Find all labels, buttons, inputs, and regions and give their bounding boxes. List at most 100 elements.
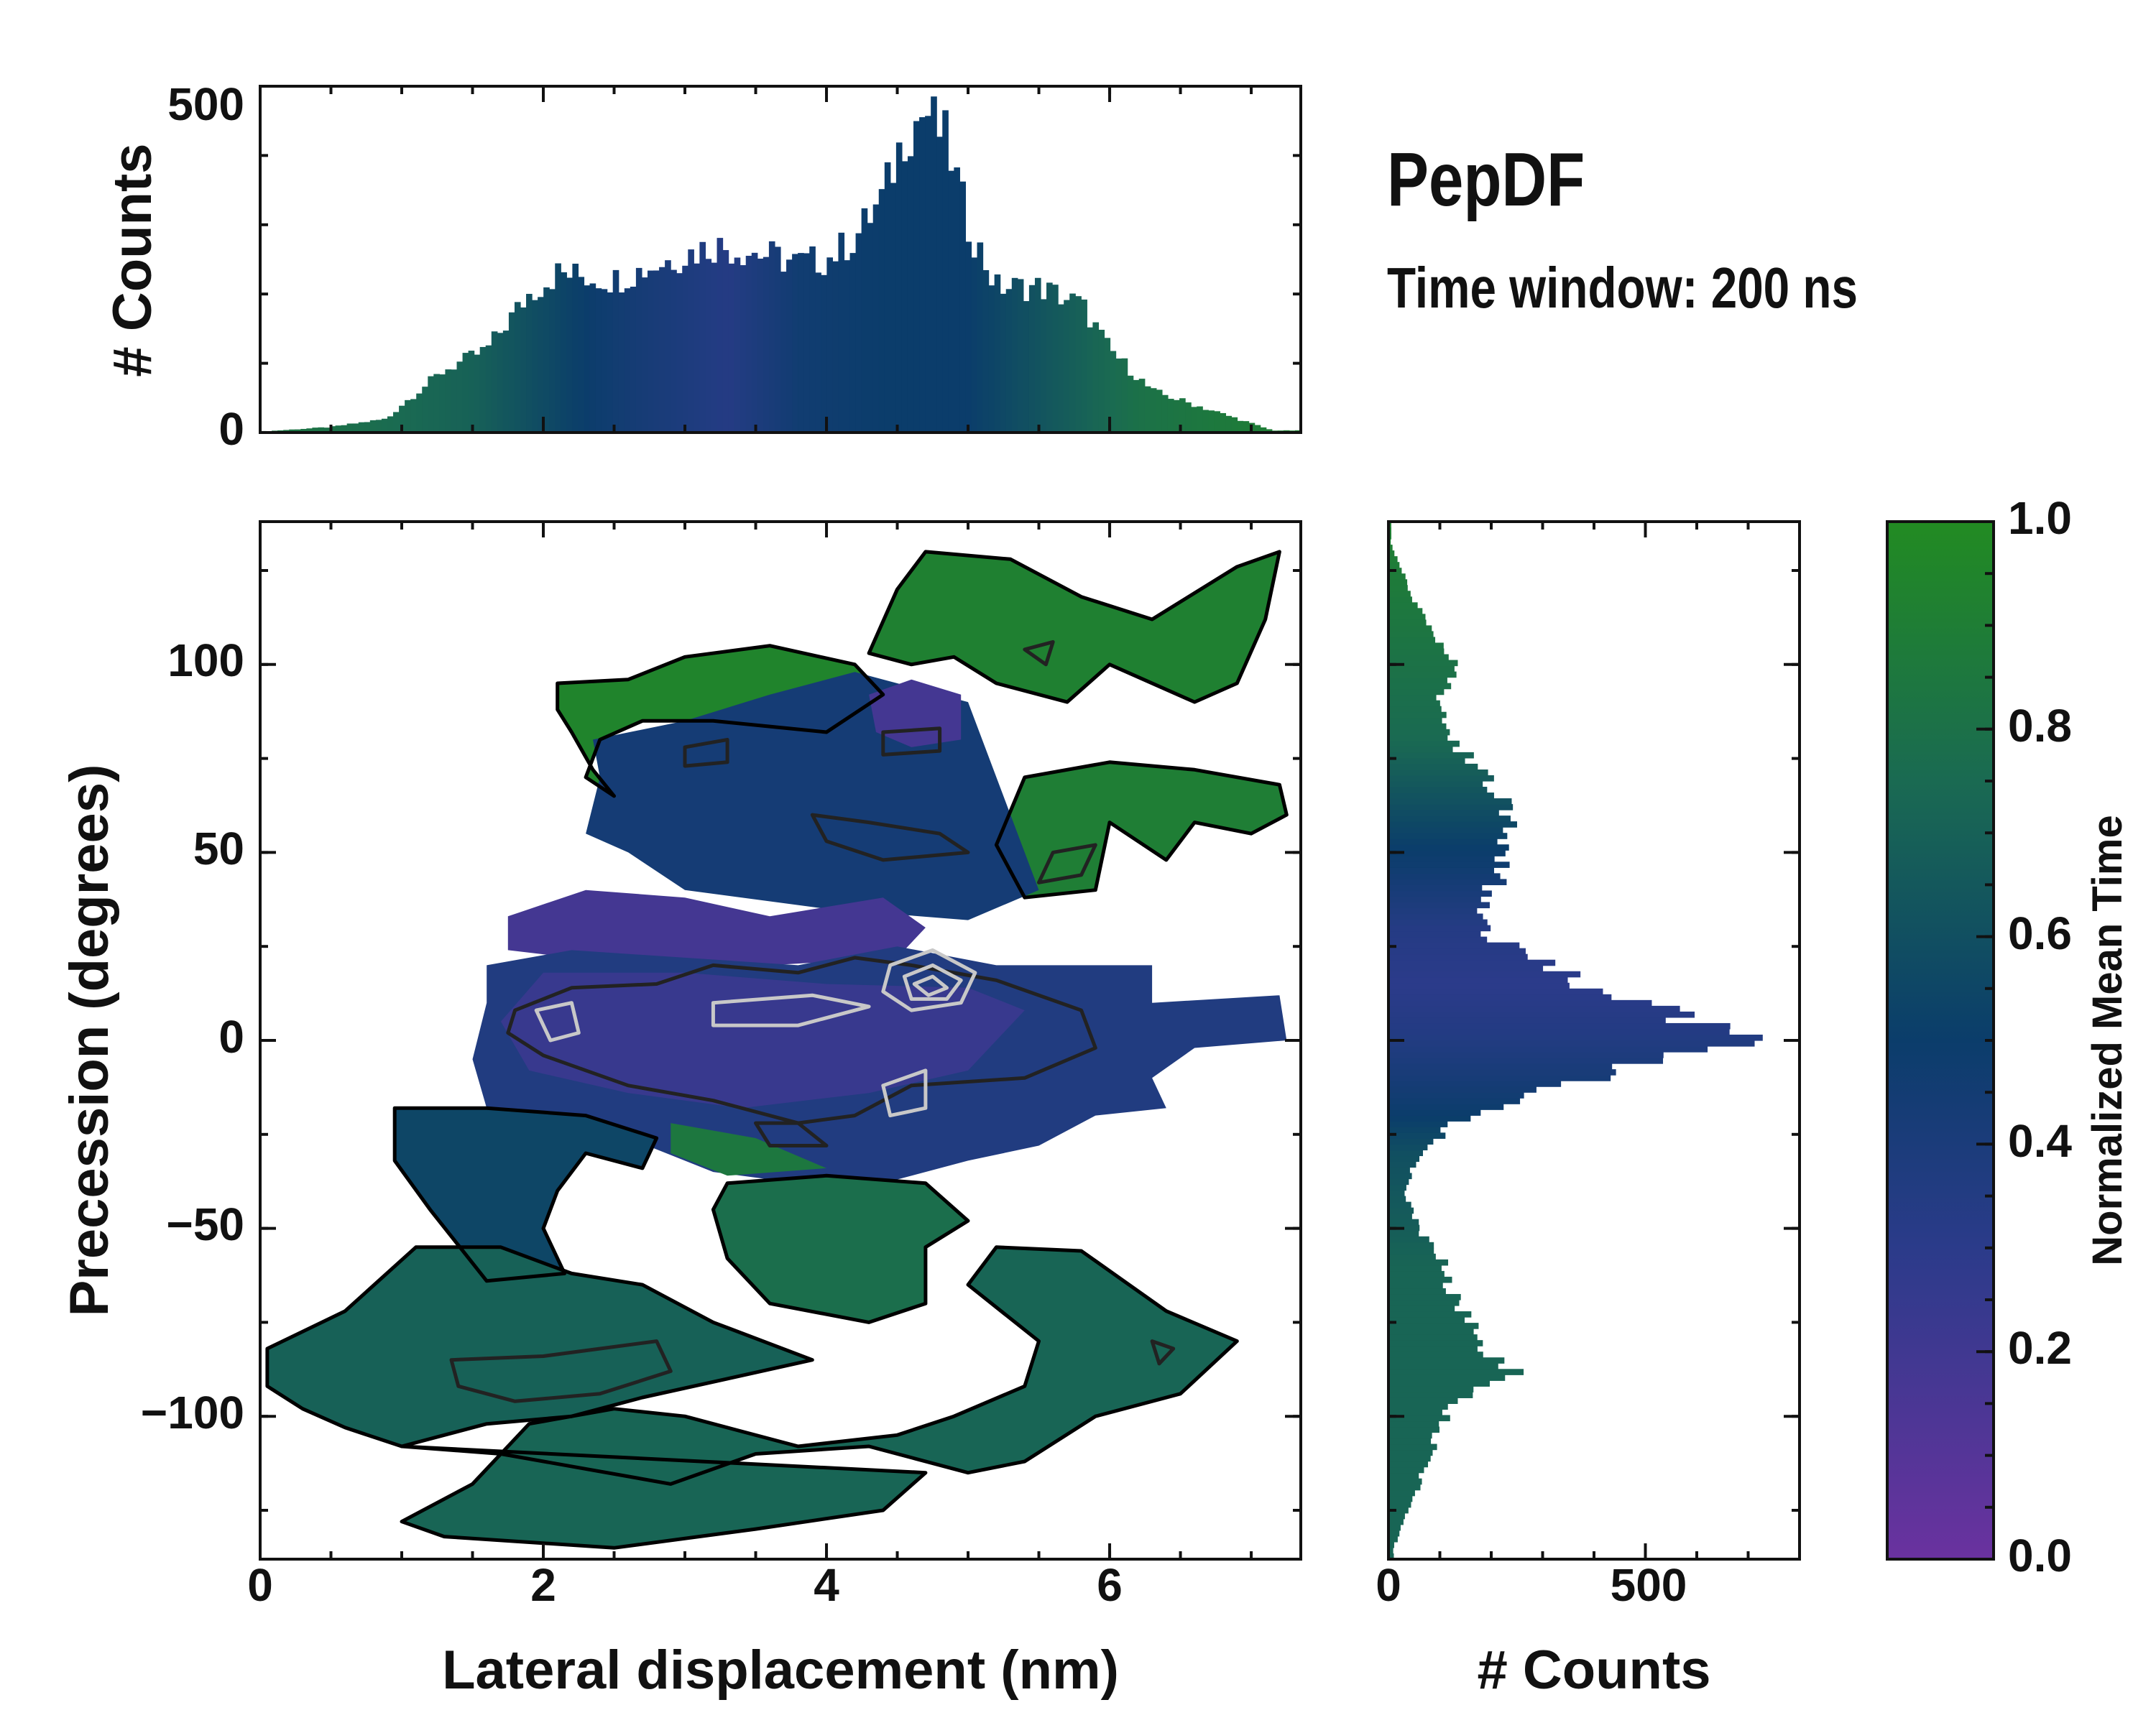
top-histogram-bar bbox=[1011, 277, 1018, 433]
right-histogram-bar bbox=[1388, 844, 1509, 851]
figure-title: PepDF bbox=[1387, 137, 1585, 222]
ytick-label: −100 bbox=[141, 1387, 244, 1438]
right-histogram-bar bbox=[1388, 723, 1447, 730]
top-histogram-bar bbox=[589, 283, 596, 433]
right-histogram-bar bbox=[1388, 591, 1411, 597]
top-histogram-bar bbox=[1110, 351, 1117, 433]
density-contour bbox=[683, 737, 729, 768]
right-histogram-bar bbox=[1388, 873, 1501, 879]
right-histogram-bar bbox=[1388, 1086, 1537, 1093]
right-histogram-bar bbox=[1388, 1063, 1613, 1070]
top-histogram-bar bbox=[335, 425, 342, 433]
density-contour bbox=[449, 1339, 673, 1403]
right-histogram-bar bbox=[1388, 1443, 1437, 1451]
top-histogram-bar bbox=[901, 161, 908, 433]
right-histogram-bar bbox=[1388, 787, 1488, 793]
density-contours bbox=[449, 639, 1176, 1403]
right-histogram-bar bbox=[1388, 1190, 1405, 1197]
right-histogram-bar bbox=[1388, 1317, 1465, 1323]
top-histogram-bar bbox=[549, 289, 556, 433]
right-histogram-bar bbox=[1388, 1329, 1474, 1335]
top-histogram-bar bbox=[907, 156, 914, 433]
heatmap-boundary-upper-left-lobe bbox=[556, 644, 885, 798]
right-histogram-bar bbox=[1388, 1276, 1452, 1283]
top-histogram-bar bbox=[1000, 293, 1007, 433]
right-histogram-bar bbox=[1388, 1081, 1562, 1087]
right-histogram-bar bbox=[1388, 867, 1495, 874]
top-histogram-bar bbox=[792, 254, 798, 433]
right-histogram-bar bbox=[1388, 1028, 1730, 1035]
main-xlabel: Lateral displacement (nm) bbox=[442, 1640, 1119, 1701]
top-histogram-bar bbox=[1064, 300, 1070, 433]
top-histogram-bar bbox=[561, 272, 567, 433]
top-histogram-bar bbox=[433, 374, 440, 433]
right-histogram-bar bbox=[1388, 982, 1570, 989]
top-histogram-bar bbox=[630, 286, 637, 433]
top-histogram-bar bbox=[358, 422, 365, 433]
right-histogram-bar bbox=[1388, 781, 1483, 787]
right-histogram-bar bbox=[1388, 1432, 1432, 1439]
right-histogram-bar bbox=[1388, 602, 1418, 609]
top-histogram-bar bbox=[861, 208, 868, 433]
right-histogram-bar bbox=[1388, 999, 1652, 1007]
right-histogram-bar bbox=[1388, 1052, 1664, 1058]
top-histogram-bar bbox=[1254, 425, 1261, 433]
top-histogram-bar bbox=[624, 288, 631, 433]
top-histogram-bar bbox=[595, 288, 602, 433]
right-histogram-bar bbox=[1388, 1144, 1428, 1151]
right-histogram-bar bbox=[1388, 1466, 1424, 1474]
top-histogram-bar bbox=[676, 273, 683, 433]
top-histogram-bar bbox=[1150, 388, 1157, 433]
top-histogram-bar bbox=[890, 182, 897, 433]
right-histogram-bar bbox=[1388, 585, 1408, 591]
top-histogram-bar bbox=[1266, 429, 1273, 433]
right-histogram-bars bbox=[1388, 522, 1763, 1560]
right-histogram-bar bbox=[1388, 1034, 1763, 1041]
top-histogram-bar bbox=[659, 267, 665, 433]
right-histogram-bar bbox=[1388, 959, 1556, 966]
top-histogram-bar bbox=[555, 263, 561, 433]
right-histogram-bar bbox=[1388, 1524, 1401, 1531]
top-histogram-bar bbox=[1191, 407, 1197, 433]
top-histogram-bar bbox=[584, 285, 591, 433]
top-histogram-bar bbox=[1260, 427, 1267, 433]
top-histogram-bar bbox=[821, 274, 827, 433]
right-histogram-bar bbox=[1388, 890, 1492, 897]
right-xlabel: # Counts bbox=[1477, 1640, 1710, 1701]
density-contour bbox=[1023, 639, 1055, 667]
xtick-label: 4 bbox=[814, 1559, 839, 1611]
right-histogram-bar bbox=[1388, 1380, 1490, 1387]
right-histogram-bar bbox=[1388, 930, 1481, 938]
top-histogram-bar bbox=[931, 96, 937, 433]
top-histogram-bar bbox=[491, 331, 498, 433]
top-histogram-bar bbox=[832, 261, 839, 433]
right-histogram-bar bbox=[1388, 1282, 1443, 1289]
right-histogram-bar bbox=[1388, 1115, 1471, 1122]
density-contour-high bbox=[881, 948, 977, 1012]
right-histogram-bar bbox=[1388, 1242, 1434, 1249]
right-histogram-bar bbox=[1388, 596, 1412, 603]
top-histogram-bar bbox=[1069, 293, 1076, 433]
top-histogram-bar bbox=[688, 249, 694, 433]
right-histogram-bar bbox=[1388, 711, 1447, 719]
top-histogram-bar bbox=[1220, 412, 1227, 433]
top-histogram: 0 500 # Counts bbox=[102, 78, 1302, 455]
top-histogram-bar bbox=[566, 277, 573, 433]
right-histogram-bar bbox=[1388, 1236, 1429, 1243]
top-histogram-bar bbox=[1243, 421, 1250, 433]
right-histogram-bar bbox=[1388, 1022, 1731, 1030]
top-histogram-bar bbox=[994, 274, 1001, 433]
right-histogram-bar bbox=[1388, 879, 1507, 885]
right-histogram-bar bbox=[1388, 752, 1474, 759]
right-histogram-bar bbox=[1388, 884, 1483, 892]
top-histogram-bar bbox=[745, 256, 752, 433]
right-histogram-bar bbox=[1388, 706, 1442, 713]
right-histogram-bar bbox=[1388, 1161, 1416, 1168]
right-histogram-bar bbox=[1388, 1397, 1458, 1404]
right-histogram-bar bbox=[1388, 1150, 1424, 1157]
right-histogram-bar bbox=[1388, 965, 1544, 972]
top-histogram-bar bbox=[1174, 399, 1180, 433]
top-histogram-bar bbox=[942, 110, 949, 433]
right-histogram-bar bbox=[1388, 1472, 1419, 1479]
top-histogram-bar bbox=[479, 346, 487, 433]
